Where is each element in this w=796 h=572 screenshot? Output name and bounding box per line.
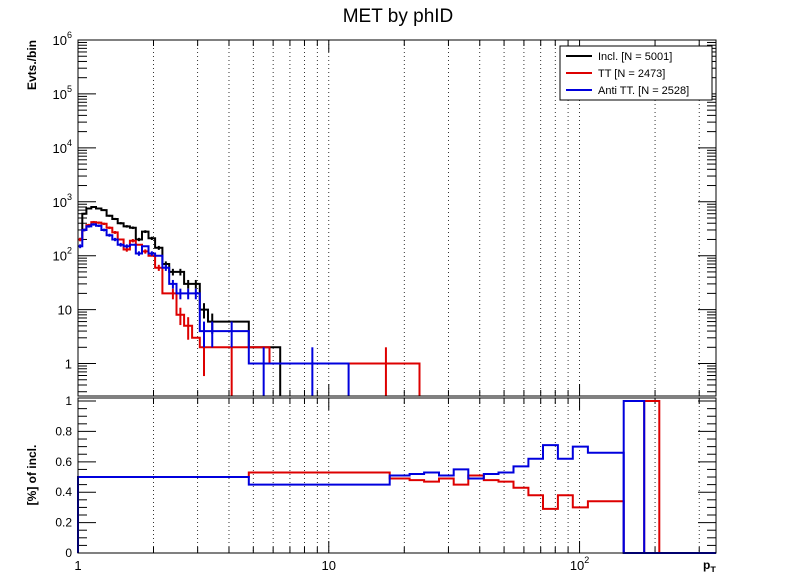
top-series-line <box>78 223 350 396</box>
top-y-tick-label: 105 <box>53 84 72 102</box>
bottom-y-axis-label: [%] of incl. <box>25 445 39 506</box>
tick-base: 10 <box>53 249 67 264</box>
tick-exponent: 2 <box>67 246 72 256</box>
tick-exponent: 4 <box>67 138 72 148</box>
top-series-line <box>78 221 421 396</box>
bottom-y-tick-label: 1 <box>65 394 72 408</box>
ratio-series-line <box>77 444 716 554</box>
x-tick-label: 102 <box>570 555 589 572</box>
bottom-panel: 00.20.40.60.81[%] of incl.1 10 102 pT <box>25 394 717 572</box>
x-tick-label: 1 <box>74 558 81 572</box>
x-axis-label-sub: T <box>710 565 716 572</box>
ratio-series-peak <box>622 400 646 553</box>
top-y-tick-label: 104 <box>53 138 72 156</box>
x-axis-label: pT <box>703 558 716 572</box>
top-y-axis-label: Evts./bin <box>25 40 39 90</box>
bottom-y-tick-label: 0 <box>65 546 72 560</box>
tick-exponent: 2 <box>584 555 589 565</box>
x-tick-label: 10 <box>322 558 336 572</box>
top-frame <box>77 39 717 397</box>
top-y-tick-label: 102 <box>53 246 72 264</box>
top-y-tick-label: 10 <box>58 303 72 318</box>
top-y-tick-label: 106 <box>53 30 72 48</box>
bottom-y-tick-label: 0.6 <box>55 455 72 469</box>
tick-base: 1 <box>74 558 81 572</box>
bottom-y-tick-label: 0.2 <box>55 516 72 530</box>
tick-base: 10 <box>53 141 67 156</box>
bottom-y-tick-label: 0.4 <box>55 485 72 499</box>
tick-exponent: 6 <box>67 30 72 40</box>
top-y-tick-label: 103 <box>53 192 72 210</box>
tick-base: 1 <box>65 357 72 372</box>
tick-base: 10 <box>322 558 336 572</box>
tick-exponent: 5 <box>67 84 72 94</box>
tick-base: 10 <box>53 195 67 210</box>
tick-base: 10 <box>58 303 72 318</box>
chart-title: MET by phID <box>343 6 454 27</box>
ratio-series-line <box>77 471 716 554</box>
legend-label: Anti TT. [N = 2528] <box>598 85 689 97</box>
top-y-tick-label: 1 <box>65 357 72 372</box>
bottom-frame <box>77 397 717 554</box>
tick-base: 10 <box>53 33 67 48</box>
tick-base: 10 <box>53 87 67 102</box>
tick-exponent: 3 <box>67 192 72 202</box>
legend-label: TT [N = 2473] <box>598 68 665 80</box>
ratio-series-peak <box>643 400 661 553</box>
bottom-y-tick-label: 0.8 <box>55 424 72 438</box>
tick-base: 10 <box>570 558 584 572</box>
x-axis-label-base: p <box>703 558 710 572</box>
legend-label: Incl. [N = 5001] <box>598 51 672 63</box>
